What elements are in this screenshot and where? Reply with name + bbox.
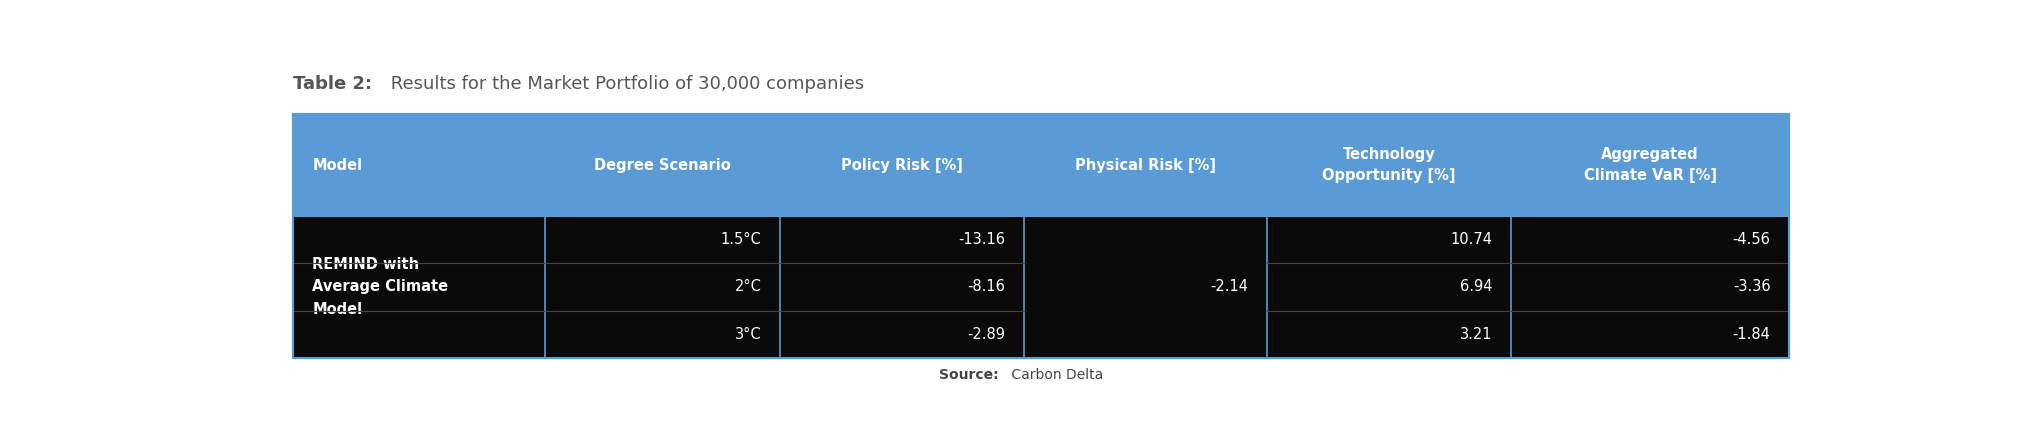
Bar	[293, 114, 1790, 216]
Bar	[293, 114, 1790, 358]
Text: Technology
Opportunity [%]: Technology Opportunity [%]	[1323, 147, 1455, 183]
Text: 3.21: 3.21	[1459, 326, 1491, 341]
Text: Carbon Delta: Carbon Delta	[1006, 368, 1103, 381]
Text: -2.14: -2.14	[1211, 279, 1248, 294]
Bar	[293, 311, 1790, 358]
Bar	[293, 114, 1790, 358]
Bar	[293, 264, 1790, 311]
Text: Results for the Market Portfolio of 30,000 companies: Results for the Market Portfolio of 30,0…	[384, 75, 864, 93]
Text: -3.36: -3.36	[1733, 279, 1770, 294]
Text: 6.94: 6.94	[1459, 279, 1491, 294]
Text: 3°C: 3°C	[736, 326, 762, 341]
Text: 10.74: 10.74	[1451, 232, 1491, 247]
Text: Aggregated
Climate VaR [%]: Aggregated Climate VaR [%]	[1583, 147, 1717, 183]
Text: Model: Model	[313, 158, 362, 172]
Text: -13.16: -13.16	[957, 232, 1006, 247]
Text: -1.84: -1.84	[1733, 326, 1770, 341]
Text: -8.16: -8.16	[967, 279, 1006, 294]
Text: -4.56: -4.56	[1733, 232, 1770, 247]
Text: Physical Risk [%]: Physical Risk [%]	[1075, 158, 1215, 172]
Text: Degree Scenario: Degree Scenario	[593, 158, 732, 172]
Text: -2.89: -2.89	[967, 326, 1006, 341]
Bar	[293, 216, 1790, 264]
Text: Source:: Source:	[939, 368, 998, 381]
Text: 1.5°C: 1.5°C	[721, 232, 762, 247]
Text: REMIND with
Average Climate
Model: REMIND with Average Climate Model	[313, 257, 449, 317]
Text: Policy Risk [%]: Policy Risk [%]	[841, 158, 963, 172]
Text: 2°C: 2°C	[736, 279, 762, 294]
Text: Table 2:: Table 2:	[293, 75, 372, 93]
